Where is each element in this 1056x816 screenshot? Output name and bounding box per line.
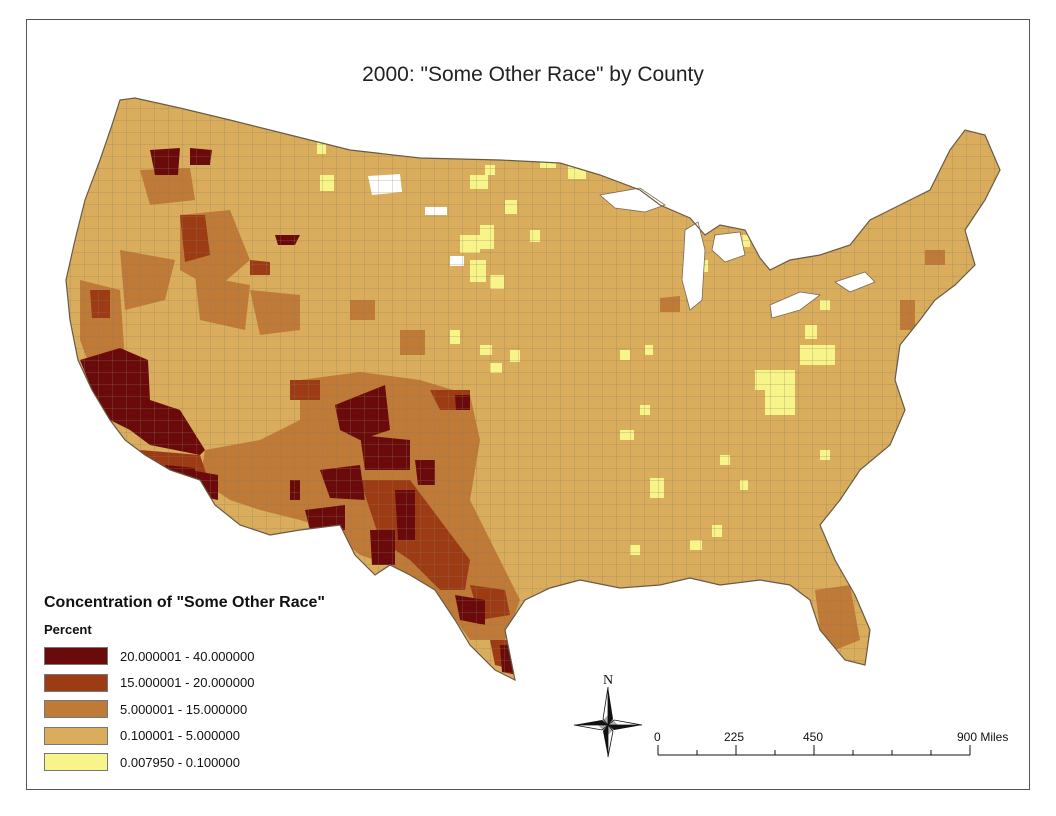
great-lakes (599, 187, 876, 319)
map-title: 2000: "Some Other Race" by County (362, 63, 704, 86)
legend-label: 20.000001 - 40.000000 (120, 648, 255, 664)
legend-label: 0.007950 - 0.100000 (120, 754, 240, 770)
legend-subtitle: Percent (44, 622, 92, 637)
legend-swatch (44, 673, 108, 692)
legend-title: Concentration of "Some Other Race" (44, 594, 325, 611)
legend-item: 0.100001 - 5.000000 (44, 723, 344, 750)
legend: Concentration of "Some Other Race" Perce… (44, 594, 344, 776)
scale-label-225: 225 (724, 730, 745, 744)
scale-label-450: 450 (803, 730, 824, 744)
legend-swatch (44, 726, 108, 745)
compass-rose-icon (573, 686, 643, 758)
legend-item: 15.000001 - 20.000000 (44, 670, 344, 697)
scale-bar (657, 745, 971, 756)
legend-item: 5.000001 - 15.000000 (44, 696, 344, 723)
scale-label-0: 0 (654, 730, 661, 744)
scale-label-900: 900 Miles (957, 730, 1009, 744)
north-label: N (603, 673, 614, 688)
legend-label: 0.100001 - 5.000000 (120, 728, 240, 744)
legend-item: 0.007950 - 0.100000 (44, 749, 344, 776)
legend-item: 20.000001 - 40.000000 (44, 643, 344, 670)
legend-swatch (44, 700, 108, 719)
legend-label: 5.000001 - 15.000000 (120, 701, 248, 717)
legend-swatch (44, 647, 108, 666)
legend-label: 15.000001 - 20.000000 (120, 675, 255, 691)
legend-swatch (44, 753, 108, 772)
